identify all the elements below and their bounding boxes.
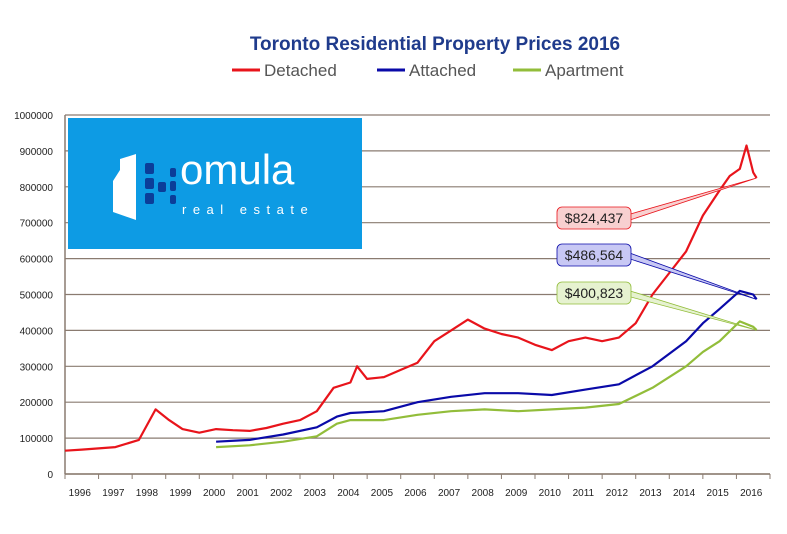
y-tick-label: 0 — [47, 470, 53, 481]
x-tick-label: 2012 — [606, 488, 629, 499]
x-tick-label: 2004 — [337, 488, 360, 499]
callout-pointer — [626, 289, 757, 331]
chart-title: Toronto Residential Property Prices 2016 — [250, 34, 620, 55]
x-tick-label: 2003 — [304, 488, 327, 499]
x-tick-label: 2015 — [707, 488, 730, 499]
callout-label-attached: $486,564 — [565, 247, 624, 263]
x-tick-label: 2013 — [639, 488, 662, 499]
series-line-apartment — [216, 320, 758, 449]
callout-box-attached — [556, 243, 632, 267]
callout-box-detached — [556, 206, 632, 230]
legend-label-apartment: Apartment — [545, 61, 624, 80]
pixel-h-icon — [145, 163, 176, 204]
legend-label-detached: Detached — [264, 61, 337, 80]
callout-label-apartment: $400,823 — [565, 285, 624, 301]
x-tick-label: 1999 — [169, 488, 192, 499]
x-tick-label: 2014 — [673, 488, 696, 499]
x-tick-label: 2000 — [203, 488, 226, 499]
y-tick-label: 100000 — [20, 434, 54, 445]
x-tick-label: 2016 — [740, 488, 763, 499]
x-tick-label: 1997 — [102, 488, 125, 499]
series-line-detached — [64, 144, 758, 452]
x-tick-label: 2006 — [404, 488, 427, 499]
legend-label-attached: Attached — [409, 61, 476, 80]
house-icon — [113, 154, 136, 220]
y-tick-label: 600000 — [20, 255, 54, 266]
y-tick-label: 1000000 — [14, 111, 53, 122]
series-line-attached — [216, 289, 758, 443]
logo: omula real estate — [68, 118, 362, 249]
callout-label-detached: $824,437 — [565, 210, 624, 226]
logo-text: omula — [180, 146, 295, 193]
y-tick-label: 700000 — [20, 219, 54, 230]
x-tick-label: 1996 — [69, 488, 92, 499]
x-tick-label: 2008 — [472, 488, 495, 499]
logo-subtext: real estate — [182, 202, 314, 217]
callout-box-apartment — [556, 281, 632, 305]
y-tick-label: 900000 — [20, 147, 54, 158]
y-tick-label: 500000 — [20, 291, 54, 302]
x-tick-label: 1998 — [136, 488, 159, 499]
y-tick-label: 200000 — [20, 398, 54, 409]
y-tick-label: 400000 — [20, 326, 54, 337]
x-tick-label: 2005 — [371, 488, 394, 499]
x-tick-label: 2002 — [270, 488, 293, 499]
x-tick-label: 2011 — [573, 488, 595, 499]
y-tick-label: 300000 — [20, 362, 54, 373]
x-tick-label: 2007 — [438, 488, 461, 499]
x-tick-label: 2010 — [539, 488, 562, 499]
x-tick-label: 2001 — [237, 488, 260, 499]
legend: Detached Attached Apartment — [232, 61, 624, 80]
callout-pointer — [626, 177, 757, 222]
x-tick-label: 2009 — [505, 488, 528, 499]
y-tick-label: 800000 — [20, 183, 54, 194]
